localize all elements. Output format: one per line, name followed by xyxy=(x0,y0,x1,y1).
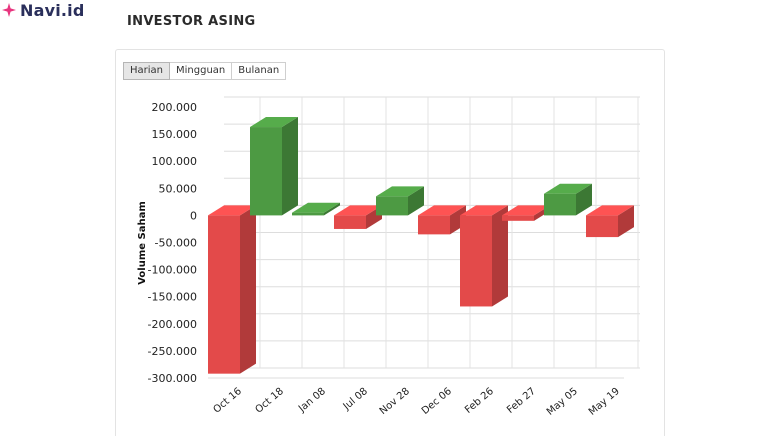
bar[interactable] xyxy=(460,205,508,307)
x-tick-label: Jul 08 xyxy=(341,386,370,413)
bars xyxy=(208,117,634,374)
bar[interactable] xyxy=(334,205,382,229)
tab-mingguan[interactable]: Mingguan xyxy=(170,62,233,80)
x-tick-label: Nov 28 xyxy=(378,386,412,417)
y-tick-label: -300.000 xyxy=(148,372,197,385)
brand-name: Navi.id xyxy=(20,0,85,20)
period-tabs: Harian Mingguan Bulanan xyxy=(123,62,287,80)
bar[interactable] xyxy=(502,205,550,221)
tab-harian[interactable]: Harian xyxy=(123,62,171,80)
bar[interactable] xyxy=(376,186,424,216)
y-tick-label: 150.000 xyxy=(152,128,198,141)
x-tick-label: Oct 18 xyxy=(253,386,286,416)
x-tick-label: Feb 26 xyxy=(463,386,496,416)
tab-bulanan[interactable]: Bulanan xyxy=(232,62,287,80)
y-tick-label: -150.000 xyxy=(148,291,197,304)
y-tick-label: -100.000 xyxy=(148,264,197,277)
sparkle-icon xyxy=(2,3,16,17)
y-tick-label: 0 xyxy=(190,209,197,222)
x-tick-label: Oct 16 xyxy=(211,386,244,416)
x-tick-label: Feb 27 xyxy=(505,386,538,416)
bar[interactable] xyxy=(418,205,466,235)
bar[interactable] xyxy=(544,183,592,216)
y-tick-label: 50.000 xyxy=(159,182,198,195)
page-title: INVESTOR ASING xyxy=(127,14,256,29)
y-axis-ticks: 200.000 150.000 100.000 50.000 0 -50.000 -100.… xyxy=(148,101,197,385)
x-tick-label: Jan 08 xyxy=(296,386,328,415)
x-tick-label: Dec 06 xyxy=(420,386,454,417)
y-tick-label: -200.000 xyxy=(148,318,197,331)
y-tick-label: 100.000 xyxy=(152,155,198,168)
bar[interactable] xyxy=(292,202,340,216)
chart-panel xyxy=(115,49,665,436)
y-tick-label: -250.000 xyxy=(148,345,197,358)
y-tick-label: 200.000 xyxy=(152,101,198,114)
bar[interactable] xyxy=(208,205,256,374)
y-tick-label: -50.000 xyxy=(155,237,197,250)
x-axis-ticks: Oct 16 Oct 18 Jan 08 Jul 08 Nov 28 Dec 06 Feb … xyxy=(211,386,622,418)
y-axis-label: Volume Saham xyxy=(137,201,148,285)
bar[interactable] xyxy=(250,117,298,216)
x-tick-label: May 19 xyxy=(587,386,622,418)
bar[interactable] xyxy=(586,205,634,238)
x-tick-label: May 05 xyxy=(545,386,580,418)
brand-logo[interactable]: Navi.id xyxy=(2,0,85,20)
